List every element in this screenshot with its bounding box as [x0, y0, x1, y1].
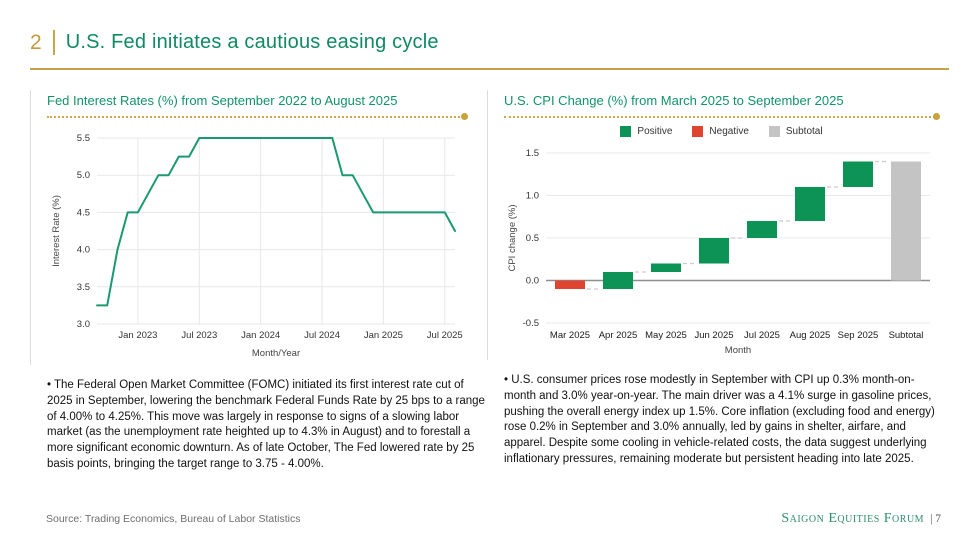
x-tick-label: Jun 2025	[694, 330, 733, 341]
y-tick-label: 3.5	[77, 282, 90, 293]
x-tick-label: Jul 2024	[304, 330, 340, 341]
x-axis-label: Month	[725, 345, 751, 355]
legend-item-positive: Positive	[620, 126, 672, 137]
x-tick-label: Apr 2025	[599, 330, 638, 341]
y-tick-label: 0.0	[526, 276, 539, 287]
waterfall-bar-jun-2025	[699, 238, 729, 264]
x-tick-label: Jan 2023	[118, 330, 157, 341]
x-tick-label: Aug 2025	[790, 330, 831, 341]
y-tick-label: 4.5	[77, 207, 90, 218]
gold-dot	[933, 113, 940, 120]
cpi-panel: U.S. CPI Change (%) from March 2025 to S…	[487, 90, 949, 473]
legend-swatch-positive	[620, 126, 632, 137]
legend-label-positive: Positive	[637, 126, 673, 137]
waterfall-bar-mar-2025	[555, 280, 585, 289]
waterfall-bar-aug-2025	[795, 187, 825, 221]
fed-rates-panel: Fed Interest Rates (%) from September 20…	[30, 90, 487, 473]
slide-number: 2	[30, 30, 42, 54]
fed-rates-chart-title: Fed Interest Rates (%) from September 20…	[47, 93, 398, 108]
fed-commentary: • The Federal Open Market Committee (FOM…	[47, 379, 485, 470]
brand-name: Saigon Equities Forum	[781, 511, 925, 526]
x-tick-label: Jul 2023	[181, 330, 217, 341]
page-number: | 7	[930, 513, 941, 525]
page-title: U.S. Fed initiates a cautious easing cyc…	[65, 31, 439, 53]
fed-rate-line	[96, 137, 456, 307]
content-panels: Fed Interest Rates (%) from September 20…	[30, 90, 949, 473]
legend-label-subtotal: Subtotal	[785, 126, 823, 137]
x-tick-label: Jul 2025	[427, 330, 463, 341]
waterfall-bar-subtotal	[891, 161, 921, 281]
source-note: Source: Trading Economics, Bureau of Lab…	[46, 513, 301, 525]
title-underline	[47, 113, 468, 120]
y-tick-label: 5.5	[77, 133, 90, 144]
waterfall-svg: -0.5 0.0 0.5 1.0 1.5 Mar 2025 Apr 2025 May 2025…	[507, 148, 930, 356]
legend-item-negative: Negative	[692, 126, 749, 137]
header-divider-bar	[52, 30, 55, 55]
legend-swatch-negative	[692, 126, 704, 137]
x-axis-label: Month/Year	[252, 348, 300, 359]
fed-rate-line-chart: 3.0 3.5 4.0 4.5 5.0 5.5 Jan 2023 Jul 2023 Jan 20…	[47, 124, 467, 365]
y-axis-label: CPI change (%)	[507, 204, 518, 271]
x-tick-label: Sep 2025	[838, 330, 879, 341]
waterfall-bar-may-2025	[651, 263, 681, 272]
y-tick-label: 4.0	[77, 245, 90, 256]
legend-item-subtotal: Subtotal	[768, 126, 823, 137]
waterfall-legend: Positive Negative Subtotal	[504, 126, 939, 137]
x-tick-label: Mar 2025	[550, 330, 590, 341]
waterfall-bar-jul-2025	[747, 221, 777, 238]
legend-swatch-subtotal	[768, 126, 780, 137]
cpi-commentary: • U.S. consumer prices rose modestly in …	[504, 374, 935, 465]
waterfall-bar-apr-2025	[603, 272, 633, 289]
cpi-chart-title: U.S. CPI Change (%) from March 2025 to S…	[504, 93, 844, 108]
brand-block: Saigon Equities Forum | 7	[781, 511, 941, 527]
y-tick-label: -0.5	[523, 318, 539, 329]
fed-rates-chart-section: Fed Interest Rates (%) from September 20…	[30, 90, 487, 365]
legend-label-negative: Negative	[709, 126, 749, 137]
y-tick-label: 1.0	[526, 191, 539, 202]
slide-header: 2 U.S. Fed initiates a cautious easing c…	[30, 30, 949, 55]
cpi-waterfall-chart: -0.5 0.0 0.5 1.0 1.5 Mar 2025 Apr 2025 May 2025…	[504, 143, 939, 360]
y-axis-label: Interest Rate (%)	[51, 195, 62, 267]
y-tick-label: 5.0	[77, 170, 90, 181]
title-underline	[504, 113, 940, 120]
header-rule	[30, 68, 949, 70]
line-chart-svg: 3.0 3.5 4.0 4.5 5.0 5.5 Jan 2023 Jul 2023 Jan 20…	[51, 133, 463, 359]
cpi-chart-section: U.S. CPI Change (%) from March 2025 to S…	[487, 90, 949, 360]
slide-footer: Source: Trading Economics, Bureau of Lab…	[46, 511, 941, 527]
x-tick-label: Jan 2024	[241, 330, 280, 341]
waterfall-bar-sep-2025	[843, 161, 873, 187]
x-tick-label: Subtotal	[889, 330, 924, 341]
gold-dot	[461, 113, 468, 120]
y-tick-label: 3.0	[77, 319, 90, 330]
x-tick-label: Jan 2025	[364, 330, 403, 341]
y-tick-label: 0.5	[526, 233, 539, 244]
x-tick-label: Jul 2025	[744, 330, 780, 341]
y-tick-label: 1.5	[526, 148, 539, 159]
x-tick-label: May 2025	[645, 330, 687, 341]
